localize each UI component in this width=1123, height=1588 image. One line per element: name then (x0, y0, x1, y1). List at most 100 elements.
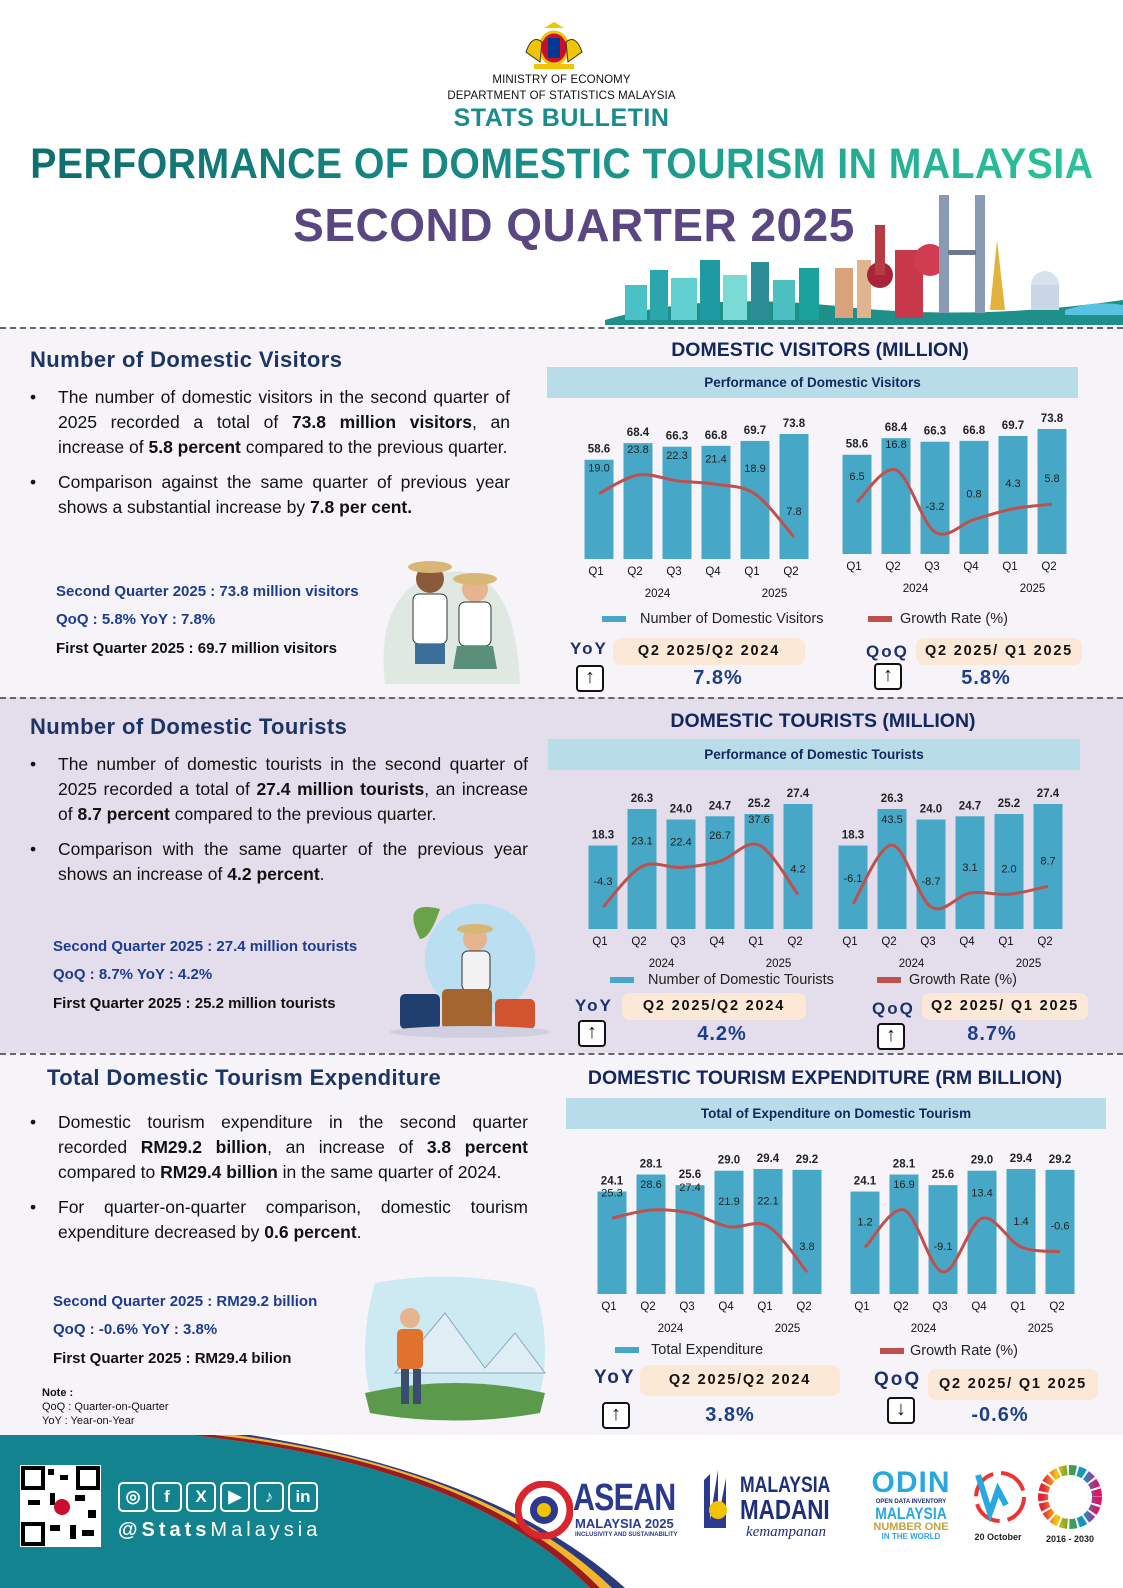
bar-value-label: 68.4 (885, 422, 908, 434)
bar (588, 845, 618, 929)
bar-value-label: 73.8 (783, 418, 806, 430)
facebook-icon[interactable]: f (152, 1482, 182, 1512)
x-tick-label: Q1 (588, 566, 603, 578)
bar-value-label: 27.4 (787, 788, 810, 800)
growth-label: 3.1 (962, 862, 977, 874)
linkedin-icon[interactable]: in (288, 1482, 318, 1512)
growth-label: 21.9 (718, 1196, 739, 1208)
yoy-label: YoY (575, 996, 613, 1015)
handle-bold: @Stats (118, 1519, 211, 1541)
growth-label: 16.8 (885, 439, 906, 451)
bullet-item: Comparison with the same quarter of the … (30, 837, 528, 887)
legend-line: Growth Rate (%) (877, 972, 1017, 988)
bar-value-label: 73.8 (1041, 413, 1064, 425)
yoy-label: YoY (570, 639, 608, 658)
summary-current: Second Quarter 2025 : 27.4 million touri… (53, 938, 358, 955)
yoy-period: Q2 2025/Q2 2024 (622, 993, 806, 1020)
tourists-section: Number of Domestic Tourists The number o… (0, 697, 1123, 1053)
growth-label: 37.6 (748, 814, 769, 826)
bar-value-label: 24.7 (709, 800, 731, 812)
qr-code[interactable] (20, 1465, 101, 1547)
social-handle[interactable]: @StatsMalaysia (118, 1519, 321, 1542)
bar-value-label: 66.8 (963, 425, 986, 437)
bar (627, 809, 657, 929)
legend-bar-swatch (610, 977, 634, 983)
expenditure-section: Total Domestic Tourism Expenditure Domes… (0, 1053, 1123, 1435)
growth-label: 43.5 (881, 814, 902, 826)
bar (792, 1169, 822, 1294)
arrow-up-icon: ↑ (877, 1023, 905, 1050)
x-tick-label: Q4 (971, 1301, 987, 1313)
x-tick-label: Q2 (796, 1301, 811, 1313)
growth-line (863, 1208, 1061, 1274)
bullet-highlight: 0.6 percent (264, 1222, 357, 1242)
bar-value-label: 69.7 (1002, 420, 1024, 432)
youtube-icon[interactable]: ▶ (220, 1482, 250, 1512)
qoq-period: Q2 2025/ Q1 2025 (916, 638, 1082, 665)
growth-label: -0.6 (1051, 1221, 1070, 1233)
expenditure-heading: Total Domestic Tourism Expenditure (47, 1065, 442, 1090)
growth-label: 13.4 (971, 1187, 992, 1199)
summary-current: Second Quarter 2025 : 73.8 million visit… (56, 583, 359, 600)
legend-bar-swatch (615, 1347, 639, 1353)
legend-line-label: Growth Rate (%) (900, 611, 1008, 627)
qoq-value: 8.7% (967, 1023, 1017, 1045)
social-icons: ◎ f X ▶ ♪ in (118, 1482, 318, 1512)
bar-value-label: 26.3 (631, 793, 653, 805)
note-qoq: QoQ : Quarter-on-Quarter (42, 1401, 169, 1413)
tiktok-icon[interactable]: ♪ (254, 1482, 284, 1512)
bar (705, 816, 735, 929)
qoq-label: QoQ (872, 999, 915, 1018)
x-icon[interactable]: X (186, 1482, 216, 1512)
bar (955, 816, 985, 929)
bullet-item: Domestic tourism expenditure in the seco… (30, 1110, 528, 1185)
growth-label: 21.4 (705, 453, 726, 465)
bar-value-label: 18.3 (592, 830, 614, 842)
odin-logo: ODIN OPEN DATA INVENTORY MALAYSIA NUMBER… (871, 1466, 951, 1541)
summary-previous: First Quarter 2025 : 25.2 million touris… (53, 995, 336, 1012)
bar-value-label: 29.4 (757, 1153, 780, 1165)
growth-label: -8.7 (922, 876, 941, 888)
growth-label: -9.1 (934, 1241, 953, 1253)
bar (998, 435, 1028, 554)
visitors-chart-band: Performance of Domestic Visitors (547, 367, 1078, 398)
bullet-highlight: 73.8 million visitors (291, 412, 472, 432)
x-tick-label: Q3 (932, 1301, 947, 1313)
bullet-item: For quarter-on-quarter comparison, domes… (30, 1195, 528, 1245)
instagram-icon[interactable]: ◎ (118, 1482, 148, 1512)
page-subtitle: SECOND QUARTER 2025 (293, 199, 855, 251)
bullet-text: , an increase of (267, 1137, 427, 1157)
sdg-logo: 2016 - 2030 (1035, 1465, 1105, 1544)
bullet-highlight: 27.4 million tourists (256, 779, 425, 799)
department-name: DEPARTMENT OF STATISTICS MALAYSIA (447, 90, 676, 102)
bar (753, 1169, 783, 1294)
growth-label: 7.8 (786, 506, 801, 518)
summary-current: Second Quarter 2025 : RM29.2 billion (53, 1293, 318, 1310)
growth-label: 0.8 (966, 489, 981, 501)
bullet-text: , an increase of (58, 412, 510, 457)
bar (1033, 804, 1063, 929)
bar (877, 809, 907, 929)
visitors-heading: Number of Domestic Visitors (30, 347, 343, 372)
x-tick-label: Q1 (998, 936, 1013, 948)
bar (675, 1185, 705, 1294)
bar-value-label: 29.0 (718, 1155, 740, 1167)
bar (916, 819, 946, 929)
legend-line: Growth Rate (%) (880, 1343, 1018, 1359)
legend-line-label: Growth Rate (%) (910, 1343, 1018, 1359)
x-tick-label: Q2 (640, 1301, 655, 1313)
qoq-period: Q2 2025/ Q1 2025 (922, 993, 1088, 1020)
year-label: 2025 (1016, 958, 1042, 970)
bar (662, 446, 692, 559)
tourists-qoq-chart: 18.3 Q1 26.3 Q2 24.0 Q3 24.7 Q4 25.2 Q1 27.4 Q2 -6.1… (838, 788, 1063, 970)
arrow-down-icon: ↓ (887, 1397, 915, 1424)
bullet-text: Comparison with the same quarter of the … (58, 839, 528, 884)
x-tick-label: Q1 (1010, 1301, 1025, 1313)
visitors-bullets: The number of domestic visitors in the s… (30, 385, 510, 530)
bullet-item: The number of domestic tourists in the s… (30, 752, 528, 827)
x-tick-label: Q1 (842, 936, 857, 948)
bar (740, 440, 770, 559)
growth-line (855, 468, 1053, 536)
x-tick-label: Q2 (787, 936, 802, 948)
bar-value-label: 66.8 (705, 430, 728, 442)
